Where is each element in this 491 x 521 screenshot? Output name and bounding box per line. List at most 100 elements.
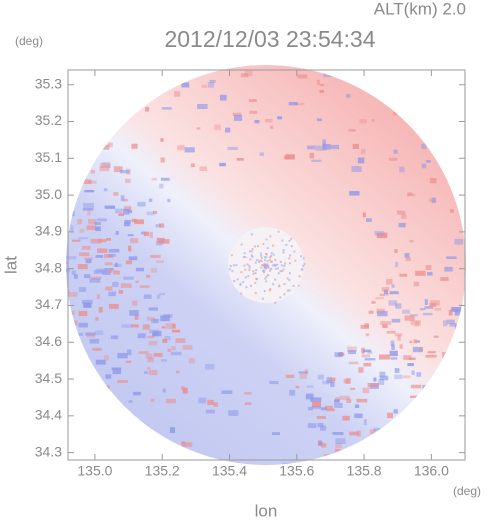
x-unit: (deg) [453, 484, 481, 498]
speckle [289, 254, 292, 257]
speckle [358, 367, 364, 373]
speckle [228, 268, 231, 271]
speckle [85, 332, 96, 336]
speckle [424, 306, 434, 309]
speckle [87, 210, 91, 216]
speckle [378, 379, 385, 386]
speckle [263, 271, 266, 274]
speckle [356, 430, 361, 437]
speckle [160, 157, 165, 163]
speckle [239, 283, 242, 286]
speckle [254, 292, 257, 295]
speckle [354, 413, 363, 419]
speckle [323, 454, 334, 459]
speckle [351, 166, 362, 172]
speckle [264, 277, 267, 280]
speckle [207, 81, 215, 88]
speckle [144, 371, 148, 374]
speckle [108, 142, 113, 148]
speckle [243, 252, 246, 255]
speckle [265, 275, 268, 278]
speckle [434, 307, 442, 311]
speckle [295, 385, 300, 389]
speckle [248, 99, 257, 103]
speckle [396, 210, 406, 215]
speckle [145, 106, 150, 112]
speckle [307, 423, 317, 429]
speckle [146, 316, 155, 321]
speckle [182, 387, 188, 394]
speckle [254, 272, 257, 275]
speckle [105, 385, 110, 390]
y-tick-label: 34.9 [35, 223, 62, 239]
speckle [175, 370, 180, 374]
speckle [394, 368, 400, 373]
speckle [377, 311, 388, 317]
speckle [162, 338, 168, 343]
speckle [363, 362, 372, 367]
speckle [309, 152, 315, 159]
speckle [102, 270, 111, 275]
speckle [127, 349, 132, 355]
speckle [89, 338, 100, 344]
speckle [272, 244, 275, 247]
speckle [427, 351, 436, 354]
speckle [148, 307, 158, 311]
speckle [319, 89, 324, 93]
speckle [260, 259, 263, 262]
speckle [249, 110, 258, 114]
speckle [408, 357, 416, 360]
speckle [284, 262, 287, 265]
speckle [148, 198, 153, 202]
speckle [265, 119, 273, 123]
speckle [279, 270, 282, 273]
speckle [433, 335, 439, 338]
speckle [289, 262, 292, 265]
speckle [360, 149, 366, 155]
speckle [101, 161, 111, 167]
speckle [83, 302, 92, 308]
speckle [444, 266, 453, 272]
speckle [312, 401, 321, 408]
speckle [324, 405, 333, 410]
speckle [167, 348, 171, 352]
speckle [387, 412, 393, 419]
altitude: ALT(km) 2.0 [374, 0, 466, 18]
speckle [454, 238, 463, 245]
speckle [149, 254, 161, 258]
speckle [117, 380, 128, 383]
speckle [105, 374, 112, 379]
speckle [281, 270, 284, 273]
speckle [279, 260, 282, 263]
speckle [134, 314, 139, 320]
speckle [272, 283, 275, 286]
speckle [71, 239, 81, 242]
speckle [316, 79, 320, 85]
speckle [404, 315, 415, 321]
speckle [261, 297, 264, 300]
speckle [108, 291, 117, 297]
speckle [301, 268, 304, 271]
speckle [156, 294, 161, 299]
speckle [298, 275, 301, 278]
speckle [265, 280, 268, 283]
speckle [277, 116, 282, 120]
speckle [261, 264, 264, 267]
speckle [190, 163, 195, 168]
speckle [388, 300, 398, 306]
speckle [379, 371, 386, 378]
speckle [258, 259, 261, 262]
speckle [349, 431, 360, 436]
speckle [440, 277, 449, 281]
speckle [165, 323, 176, 329]
speckle [69, 320, 78, 326]
speckle [78, 287, 87, 292]
speckle [349, 191, 360, 196]
speckle [349, 450, 358, 456]
speckle [401, 214, 407, 220]
speckle [282, 249, 285, 252]
speckle [412, 346, 423, 353]
speckle [260, 266, 263, 269]
speckle [125, 360, 132, 363]
speckle [263, 269, 266, 272]
